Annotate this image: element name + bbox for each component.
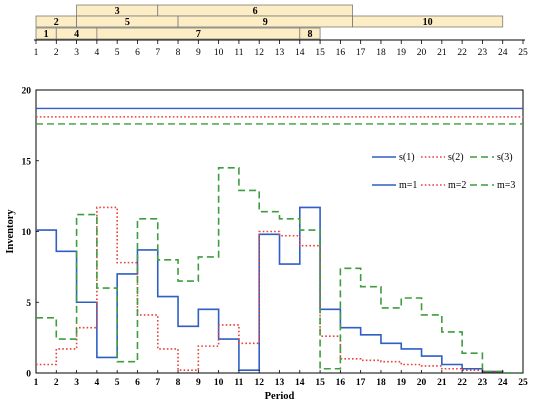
gantt-tick-label: 5 — [115, 48, 120, 58]
gantt-tick-label: 24 — [498, 48, 508, 58]
gantt-tick-label: 12 — [254, 48, 264, 58]
gantt-tick-label: 4 — [95, 48, 100, 58]
x-tick-label: 24 — [498, 378, 508, 388]
legend-label-1: s(1) — [399, 152, 415, 163]
x-tick-label: 17 — [356, 378, 366, 388]
gantt-tick-label: 3 — [74, 48, 79, 58]
x-axis-title: Period — [265, 391, 295, 402]
x-tick-label: 22 — [457, 378, 467, 388]
x-tick-label: 2 — [54, 378, 59, 388]
legend-label-6: m=3 — [497, 180, 515, 191]
gantt-task-label: 6 — [253, 6, 258, 17]
x-tick-label: 5 — [115, 378, 120, 388]
x-tick-label: 10 — [214, 378, 224, 388]
legend-label-4: m=1 — [399, 180, 417, 191]
gantt-tick-label: 21 — [437, 48, 447, 58]
x-tick-label: 19 — [397, 378, 407, 388]
gantt-task-label: 7 — [196, 29, 201, 40]
x-tick-label: 11 — [234, 378, 243, 388]
legend-label-5: m=2 — [448, 180, 466, 191]
gantt-task-label: 9 — [263, 17, 268, 28]
gantt-tick-label: 1 — [34, 48, 39, 58]
gantt-tick-label: 17 — [356, 48, 366, 58]
gantt-task-bar — [299, 27, 321, 40]
gantt-task-label: 5 — [125, 17, 130, 28]
gantt-tick-label: 13 — [275, 48, 285, 58]
x-tick-label: 21 — [437, 378, 447, 388]
x-tick-label: 12 — [254, 378, 264, 388]
x-tick-label: 14 — [295, 378, 305, 388]
y-tick-label: 20 — [22, 87, 32, 97]
gantt-task-label: 8 — [307, 29, 312, 40]
gantt-tick-label: 11 — [234, 48, 243, 58]
x-tick-label: 4 — [95, 378, 100, 388]
gantt-tick-label: 6 — [135, 48, 140, 58]
y-tick-label: 15 — [22, 157, 32, 167]
x-tick-label: 20 — [417, 378, 427, 388]
y-tick-label: 5 — [26, 299, 31, 309]
gantt-tick-label: 25 — [518, 48, 528, 58]
x-tick-label: 23 — [478, 378, 488, 388]
gantt-tick-label: 2 — [54, 48, 59, 58]
gantt-tick-label: 10 — [214, 48, 224, 58]
legend-label-3: s(3) — [497, 152, 513, 163]
gantt-task-label: 10 — [423, 17, 433, 28]
gantt-task-bar — [352, 15, 504, 28]
x-tick-label: 3 — [74, 378, 79, 388]
y-tick-label: 0 — [26, 370, 31, 380]
x-tick-label: 15 — [315, 378, 325, 388]
x-tick-label: 9 — [196, 378, 201, 388]
gantt-tick-label: 20 — [417, 48, 427, 58]
x-tick-label: 7 — [155, 378, 160, 388]
x-tick-label: 8 — [176, 378, 181, 388]
gantt-tick-label: 16 — [336, 48, 346, 58]
gantt-task-label: 3 — [115, 6, 120, 17]
gantt-tick-label: 19 — [397, 48, 407, 58]
gantt-tick-label: 18 — [376, 48, 386, 58]
gantt-tick-label: 22 — [457, 48, 467, 58]
y-tick-label: 10 — [22, 228, 32, 238]
gantt-tick-label: 9 — [196, 48, 201, 58]
y-axis-title: Inventory — [5, 209, 16, 254]
x-tick-label: 25 — [518, 378, 528, 388]
x-tick-label: 1 — [34, 378, 39, 388]
x-tick-label: 13 — [275, 378, 285, 388]
x-tick-label: 18 — [376, 378, 386, 388]
series-line-2 — [36, 206, 523, 374]
gantt-tick-label: 15 — [315, 48, 325, 58]
gantt-tick-label: 8 — [176, 48, 181, 58]
x-tick-label: 6 — [135, 378, 140, 388]
x-tick-label: 16 — [336, 378, 346, 388]
legend: s(1) s(2) s(3) m=1 m=2 m=3 — [372, 152, 515, 191]
gantt-task-label: 1 — [44, 29, 49, 40]
inventory-chart: 1 2 3 4 5 6 7 8 9 10 11 12 13 14 15 16 17 18 19 20 21 22 23 24 2… — [5, 87, 528, 403]
gantt-tick-label: 23 — [478, 48, 488, 58]
gantt-chart: 3 62 5 9 101 4 7 81 2 3 4 5 6 7 8 9 10 11 12 13 14 15 16 17 18 19… — [34, 4, 528, 58]
legend-label-2: s(2) — [448, 152, 464, 163]
gantt-tick-label: 14 — [295, 48, 305, 58]
gantt-task-label: 2 — [54, 17, 59, 28]
series-line-3 — [36, 167, 523, 374]
gantt-tick-label: 7 — [155, 48, 160, 58]
gantt-task-label: 4 — [74, 29, 79, 40]
